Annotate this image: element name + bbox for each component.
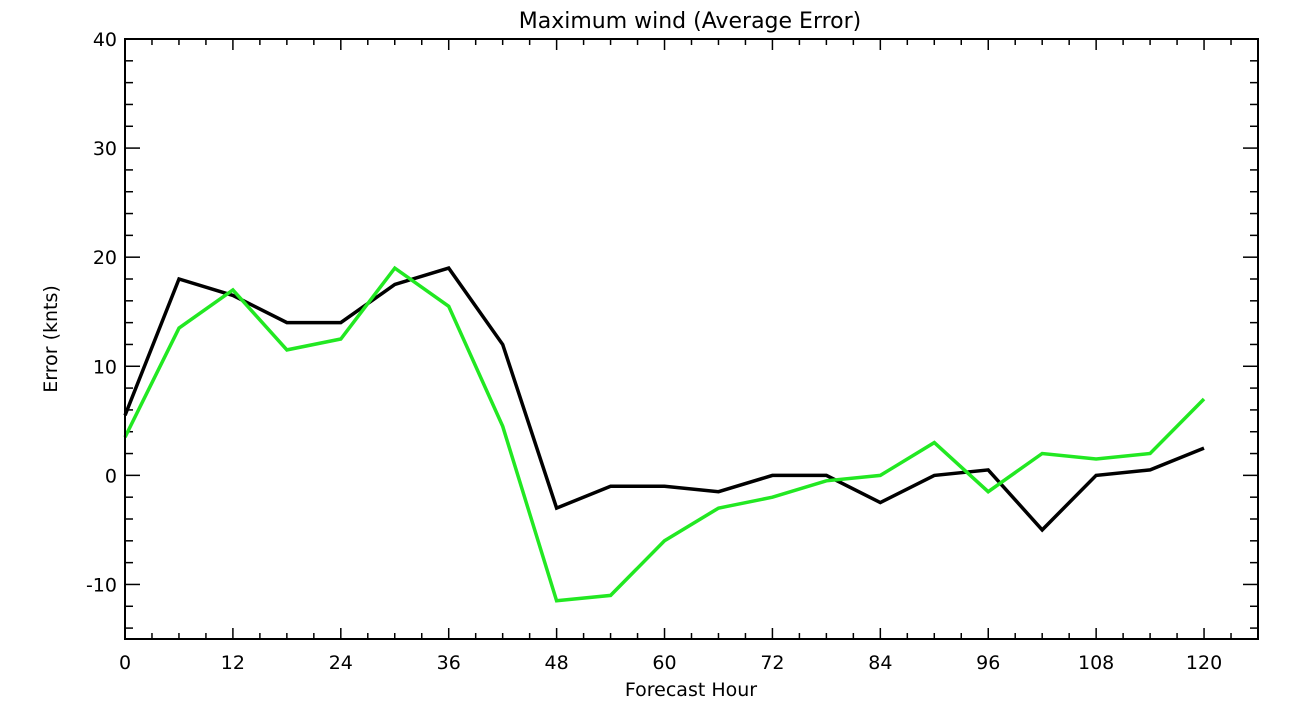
chart-title: Maximum wind (Average Error) — [519, 9, 862, 34]
x-tick-label: 96 — [976, 652, 1000, 674]
x-tick-label: 12 — [221, 652, 245, 674]
x-tick-label: 60 — [652, 652, 676, 674]
x-tick-label: 84 — [868, 652, 892, 674]
y-tick-label: 10 — [93, 356, 117, 378]
y-tick-labels: -10 0 10 20 30 40 — [86, 29, 117, 596]
series-lines — [123, 265, 1206, 603]
x-tick-labels: 0 12 24 36 48 60 72 84 96 108 120 — [119, 652, 1222, 674]
x-tick-label: 24 — [329, 652, 353, 674]
x-tick-label: 108 — [1078, 652, 1114, 674]
series-line-1 — [123, 266, 1205, 533]
y-tick-label: 20 — [93, 247, 117, 269]
x-tick-label: 0 — [119, 652, 131, 674]
x-tick-label: 120 — [1186, 652, 1222, 674]
axis-ticks — [124, 38, 1259, 639]
y-tick-label: 30 — [93, 138, 117, 160]
x-tick-label: 72 — [760, 652, 784, 674]
x-tick-label: 36 — [437, 652, 461, 674]
x-tick-label: 48 — [545, 652, 569, 674]
plot-frame — [124, 38, 1259, 640]
y-tick-label: 40 — [93, 29, 117, 51]
y-tick-label: 0 — [105, 465, 117, 487]
y-axis-label: Error (knts) — [40, 285, 62, 393]
x-axis-label: Forecast Hour — [625, 679, 757, 701]
series-line-2 — [123, 265, 1206, 603]
y-tick-label: -10 — [86, 574, 117, 596]
